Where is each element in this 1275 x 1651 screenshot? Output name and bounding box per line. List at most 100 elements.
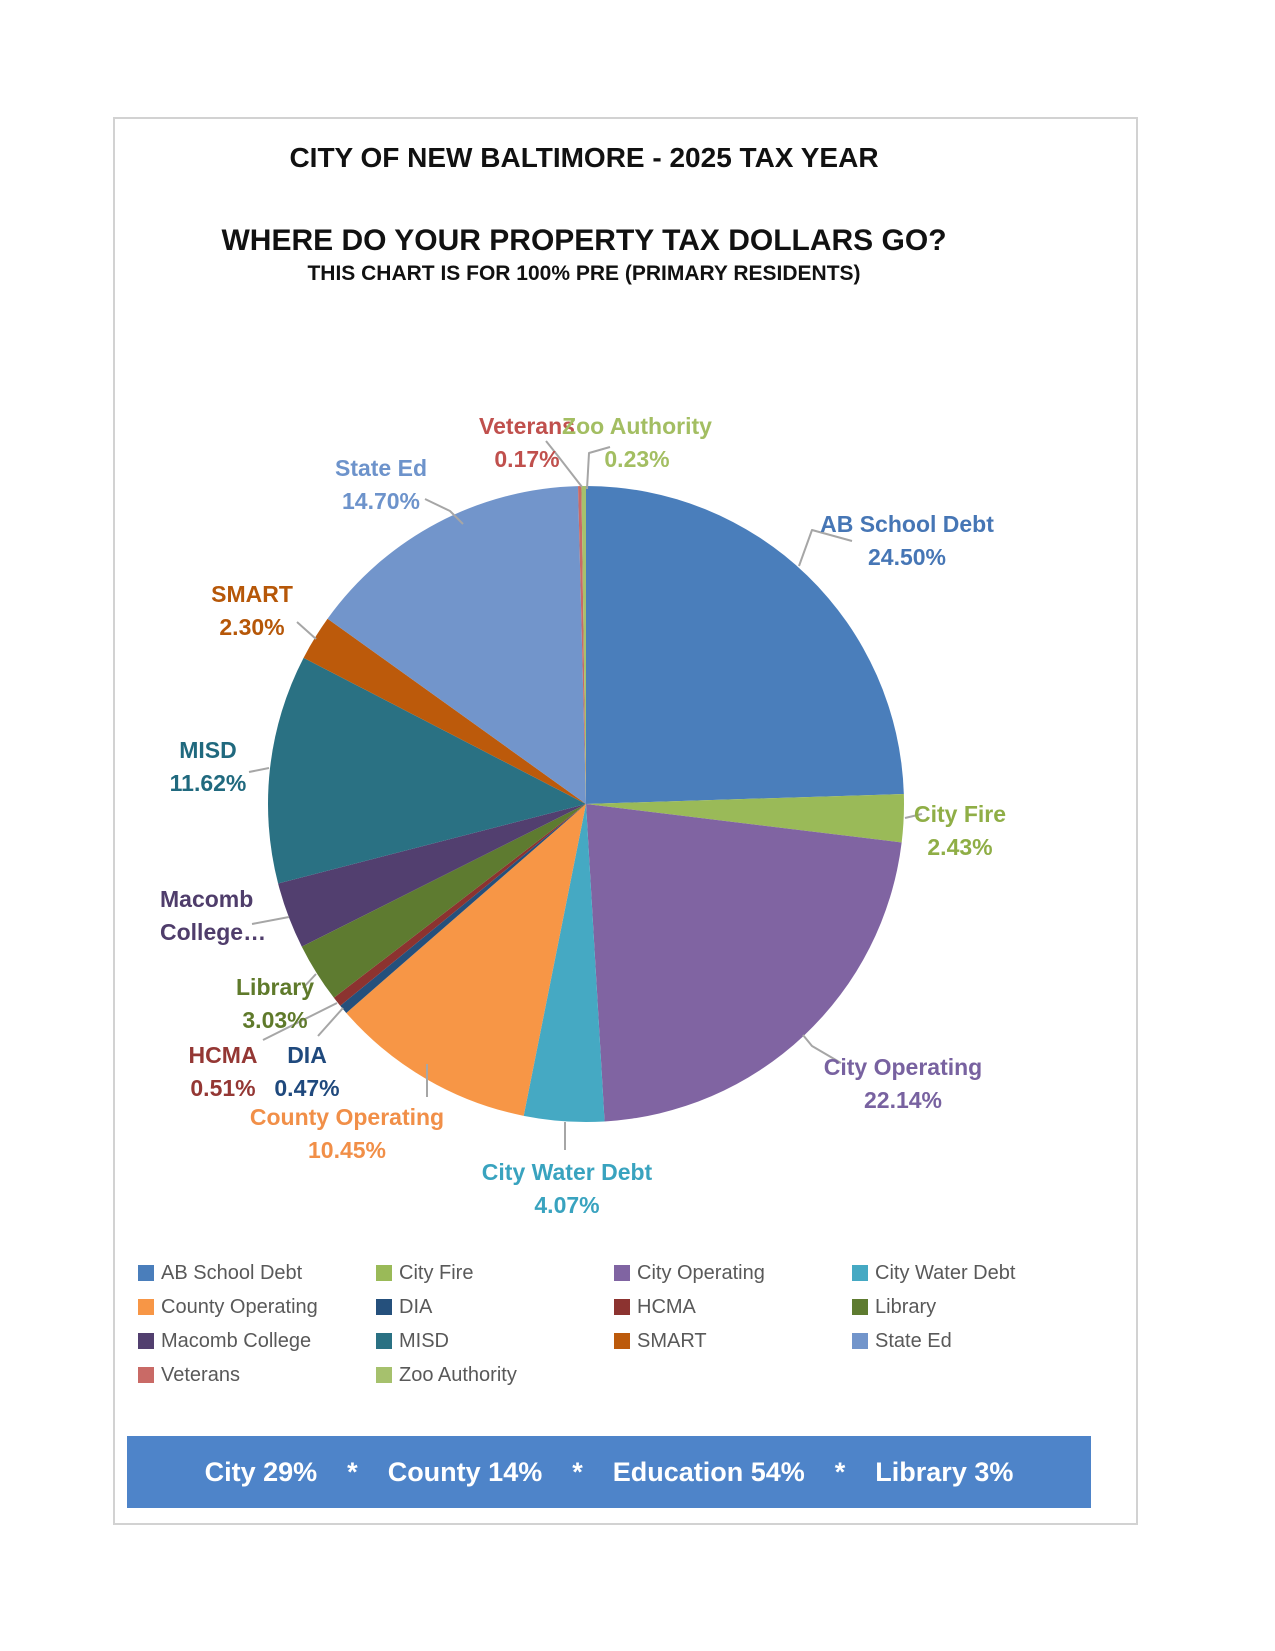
legend-item-misd: MISD	[376, 1324, 614, 1358]
legend-item-city-fire: City Fire	[376, 1256, 614, 1290]
legend-swatch-city-operating	[614, 1265, 630, 1281]
pie-slice-city-water-debt	[523, 804, 605, 1123]
legend-label-zoo-authority: Zoo Authority	[399, 1363, 517, 1386]
pie-label-dia-line1: DIA	[287, 1042, 327, 1068]
pie-label-zoo-authority-line1: Zoo Authority	[562, 413, 712, 439]
legend-label-ab-school-debt: AB School Debt	[161, 1261, 303, 1284]
pie-label-library-line1: Library	[236, 974, 314, 1000]
pie-label-city-fire-line1: City Fire	[913, 801, 1007, 827]
legend-item-library: Library	[852, 1290, 1090, 1324]
pie-label-county-operating: County Operating 10.45%	[250, 1101, 444, 1167]
pie-slice-city-operating	[586, 804, 902, 1122]
pie-label-city-operating-line1: City Operating	[823, 1054, 983, 1080]
pie-label-city-water-debt-line2: 4.07%	[534, 1192, 600, 1218]
legend-swatch-macomb-college	[138, 1333, 154, 1349]
pie-slice-city-fire	[586, 794, 904, 843]
leader-line-veterans	[545, 440, 583, 488]
legend-item-city-operating: City Operating	[614, 1256, 852, 1290]
legend-swatch-state-ed	[852, 1333, 868, 1349]
pie-label-misd: MISD 11.62%	[170, 734, 247, 800]
legend-swatch-veterans	[138, 1367, 154, 1383]
pie-label-hcma: HCMA 0.51%	[189, 1039, 258, 1105]
leader-line-city-operating	[802, 1034, 842, 1064]
chart-question-title: WHERE DO YOUR PROPERTY TAX DOLLARS GO?	[221, 224, 947, 257]
legend-item-state-ed: State Ed	[852, 1324, 1090, 1358]
legend-item-city-water-debt: City Water Debt	[852, 1256, 1090, 1290]
legend-swatch-hcma	[614, 1299, 630, 1315]
pie-label-veterans-line2: 0.17%	[494, 446, 560, 472]
pie-label-library: Library 3.03%	[236, 971, 314, 1037]
pie-label-zoo-authority: Zoo Authority 0.23%	[562, 410, 712, 476]
legend-label-misd: MISD	[399, 1329, 449, 1352]
summary-text: City 29% * County 14% * Education 54% * …	[204, 1457, 1014, 1487]
pie-label-misd-line2: 11.62%	[169, 770, 247, 796]
legend-label-state-ed: State Ed	[875, 1329, 952, 1352]
pie-label-ab-school-debt-line1: AB School Debt	[820, 511, 994, 537]
pie-label-city-water-debt: City Water Debt 4.07%	[482, 1156, 652, 1222]
legend-swatch-zoo-authority	[376, 1367, 392, 1383]
legend-swatch-dia	[376, 1299, 392, 1315]
leader-line-city-fire	[904, 813, 923, 819]
pie-label-veterans-line1: Veterans	[479, 413, 575, 439]
pie-slice-veterans	[578, 486, 586, 804]
pie-slice-zoo-authority	[581, 485, 586, 804]
pie-slice-state-ed	[327, 486, 586, 804]
pie-label-ab-school-debt: AB School Debt 24.50%	[820, 508, 994, 574]
legend-item-ab-school-debt: AB School Debt	[138, 1256, 376, 1290]
pie-label-city-fire: City Fire 2.43%	[914, 798, 1006, 864]
pie-label-smart-line1: SMART	[211, 581, 293, 607]
leader-line-macomb-college	[251, 916, 290, 925]
pie-label-dia: DIA 0.47%	[274, 1039, 339, 1105]
pie-label-ab-school-debt-line2: 24.50%	[867, 544, 946, 570]
legend-item-zoo-authority: Zoo Authority	[376, 1358, 614, 1392]
legend-label-library: Library	[875, 1295, 937, 1318]
pie-label-library-line2: 3.03%	[242, 1007, 308, 1033]
legend-label-veterans: Veterans	[161, 1363, 240, 1386]
pie-label-city-fire-line2: 2.43%	[927, 834, 993, 860]
leader-line-dia	[317, 1007, 344, 1037]
pie-label-city-water-debt-line1: City Water Debt	[481, 1159, 653, 1185]
pie-label-city-operating: City Operating 22.14%	[824, 1051, 982, 1117]
leader-line-state-ed	[424, 498, 464, 525]
leader-line-ab-school-debt	[798, 529, 853, 567]
pie-label-state-ed-line1: State Ed	[334, 455, 428, 481]
legend-label-dia: DIA	[399, 1295, 433, 1318]
legend-item-hcma: HCMA	[614, 1290, 852, 1324]
pie-label-macomb-college: Macomb College…	[160, 883, 266, 949]
legend-label-hcma: HCMA	[637, 1295, 696, 1318]
pie-label-misd-line1: MISD	[179, 737, 237, 763]
legend-swatch-smart	[614, 1333, 630, 1349]
legend-item-veterans: Veterans	[138, 1358, 376, 1392]
pie-slice-hcma	[333, 804, 586, 1006]
pie-label-county-operating-line2: 10.45%	[307, 1137, 387, 1163]
legend-item-county-operating: County Operating	[138, 1290, 376, 1324]
legend-swatch-ab-school-debt	[138, 1265, 154, 1281]
legend-item-dia: DIA	[376, 1290, 614, 1324]
legend-label-city-fire: City Fire	[399, 1261, 474, 1284]
pie-label-veterans: Veterans 0.17%	[479, 410, 575, 476]
pie-slice-smart	[303, 618, 586, 804]
legend-label-city-water-debt: City Water Debt	[875, 1261, 1016, 1284]
pie-slice-library	[301, 804, 586, 998]
legend-item-macomb-college: Macomb College	[138, 1324, 376, 1358]
legend-label-macomb-college: Macomb College	[161, 1329, 312, 1352]
legend-swatch-city-water-debt	[852, 1265, 868, 1281]
legend-swatch-city-fire	[376, 1265, 392, 1281]
leader-line-library	[302, 973, 317, 989]
pie-label-macomb-college-line2: College…	[160, 919, 267, 945]
legend-swatch-county-operating	[138, 1299, 154, 1315]
leader-line-zoo-authority	[586, 446, 611, 490]
pie-slice-macomb-college	[278, 804, 586, 947]
chart-legend: AB School Debt City Fire City Operating Cit…	[138, 1256, 1098, 1392]
pie-label-state-ed: State Ed 14.70%	[335, 452, 427, 518]
leader-line-smart	[296, 621, 317, 640]
leader-line-hcma	[262, 1002, 338, 1041]
pie-slice-misd	[267, 657, 586, 884]
legend-label-county-operating: County Operating	[161, 1295, 318, 1318]
pie-label-smart: SMART 2.30%	[211, 578, 293, 644]
pie-slice-county-operating	[346, 804, 586, 1116]
pie-label-hcma-line2: 0.51%	[190, 1075, 256, 1101]
pie-label-macomb-college-line1: Macomb	[160, 886, 254, 912]
